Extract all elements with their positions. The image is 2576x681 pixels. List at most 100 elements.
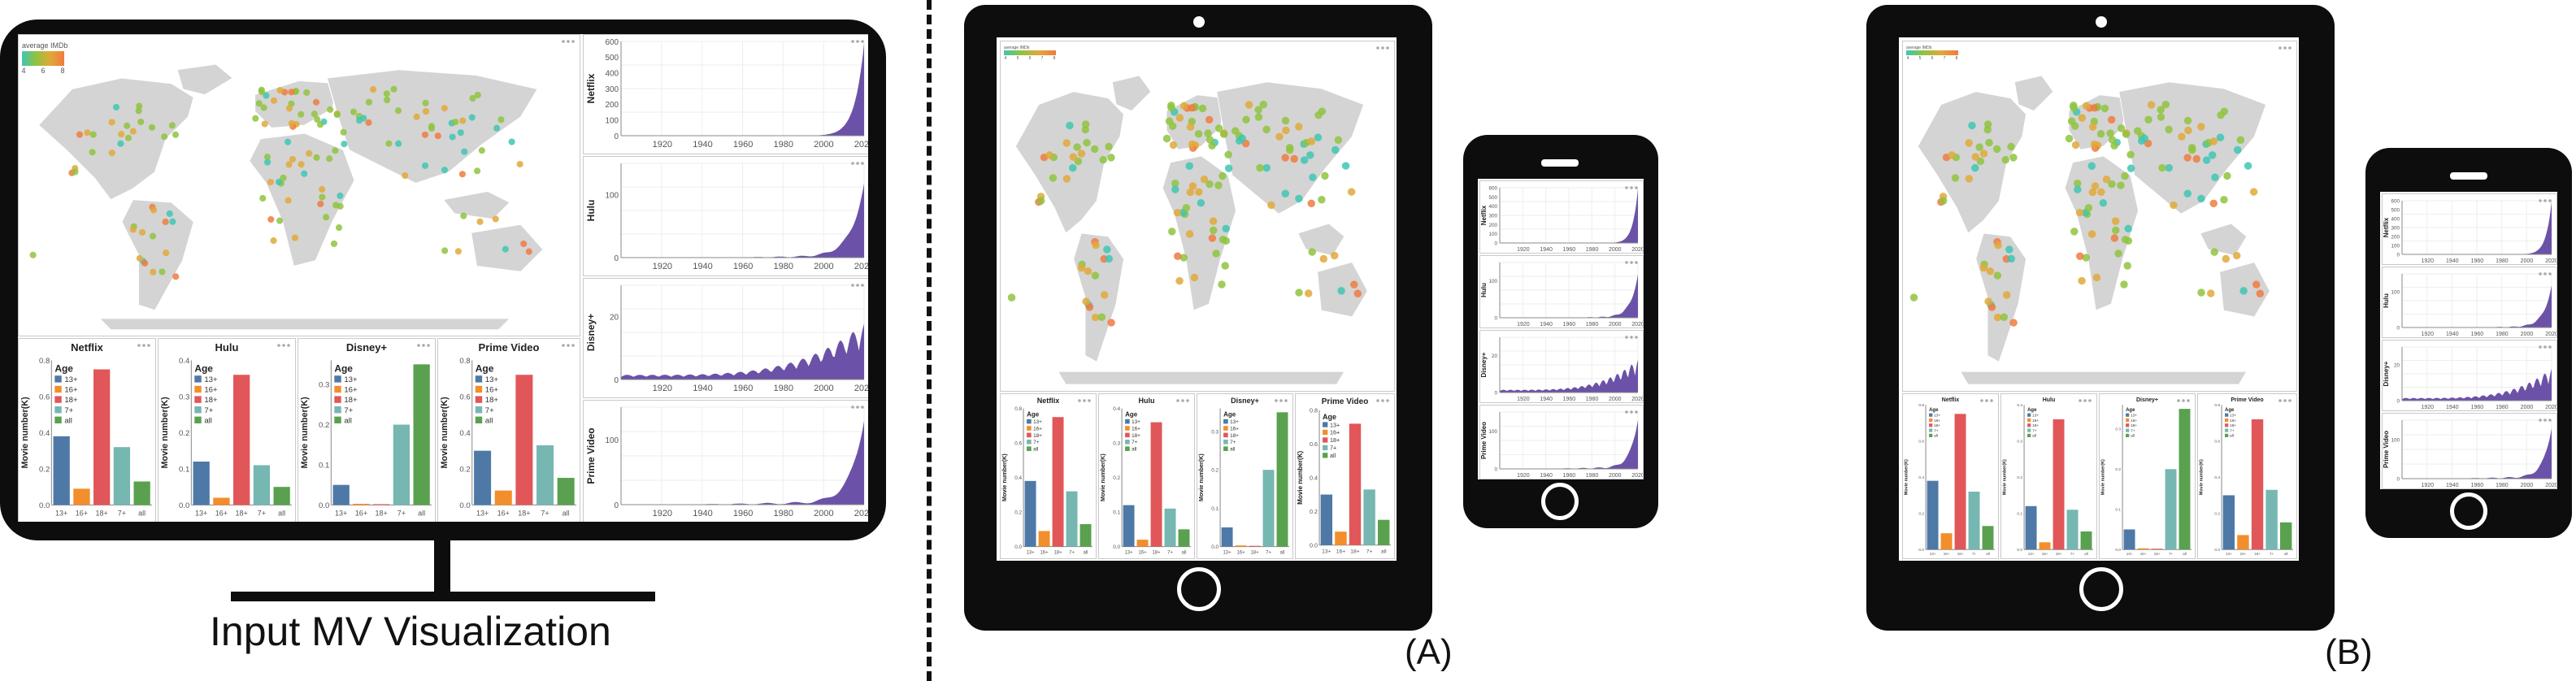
map-point[interactable] [2009, 319, 2018, 327]
map-point[interactable] [2099, 199, 2108, 207]
map-point[interactable] [2084, 203, 2093, 212]
map-point[interactable] [1036, 197, 1045, 205]
bar-all[interactable] [1178, 529, 1190, 547]
map-point[interactable] [1171, 179, 1179, 188]
bar-13+[interactable] [474, 450, 492, 505]
map-point[interactable] [1986, 267, 1995, 275]
map-point[interactable] [1167, 103, 1175, 112]
map-point[interactable] [2007, 142, 2015, 151]
map-point[interactable] [2183, 189, 2192, 198]
bar-all[interactable] [1377, 519, 1390, 545]
map-point[interactable] [340, 128, 347, 136]
more-dots-icon[interactable] [1630, 261, 1633, 264]
map-point[interactable] [285, 105, 293, 112]
map-point[interactable] [1188, 182, 1197, 190]
more-dots-icon[interactable] [1625, 261, 1628, 264]
map-point[interactable] [1190, 273, 1199, 282]
map-point[interactable] [2202, 156, 2211, 164]
map-point[interactable] [2082, 102, 2091, 110]
map-point[interactable] [1045, 151, 1053, 159]
more-dots-icon[interactable] [1275, 399, 1278, 402]
more-dots-icon[interactable] [1635, 186, 1638, 189]
map-point[interactable] [2121, 171, 2129, 180]
bar-18+[interactable] [1249, 545, 1261, 547]
map-point[interactable] [502, 245, 509, 253]
more-dots-icon[interactable] [1625, 336, 1628, 339]
more-dots-icon[interactable] [1386, 46, 1389, 50]
bar-16+[interactable] [2237, 535, 2249, 550]
map-point[interactable] [2236, 136, 2245, 144]
map-point[interactable] [264, 158, 272, 166]
map-point[interactable] [316, 121, 324, 128]
more-dots-icon[interactable] [1985, 399, 1988, 402]
bar-18+[interactable] [1150, 422, 1162, 547]
bar-18+[interactable] [2053, 419, 2065, 550]
more-dots-icon[interactable] [1625, 186, 1628, 189]
map-point[interactable] [2110, 141, 2118, 150]
more-dots-icon[interactable] [2539, 419, 2542, 422]
map-point[interactable] [1069, 163, 1077, 172]
map-point[interactable] [330, 240, 338, 247]
more-dots-icon[interactable] [282, 344, 285, 347]
map-point[interactable] [1975, 143, 1983, 151]
map-point[interactable] [1304, 289, 1313, 297]
more-dots-icon[interactable] [1630, 410, 1633, 414]
map-point[interactable] [2197, 288, 2205, 297]
map-point[interactable] [135, 107, 142, 115]
area-series-3[interactable] [1500, 419, 1638, 469]
map-point[interactable] [172, 131, 180, 138]
bar-18+[interactable] [93, 369, 111, 505]
map-point[interactable] [474, 91, 481, 99]
map-point[interactable] [163, 249, 170, 257]
more-dots-icon[interactable] [567, 40, 570, 43]
map-point[interactable] [258, 88, 265, 96]
more-dots-icon[interactable] [2543, 272, 2547, 275]
map-point[interactable] [1069, 153, 1078, 161]
map-point[interactable] [1100, 291, 1109, 299]
home-button-icon[interactable] [2079, 567, 2123, 611]
bar-all[interactable] [273, 487, 290, 505]
map-point[interactable] [1245, 101, 1253, 109]
map-point[interactable] [428, 124, 436, 132]
map-point[interactable] [1318, 107, 1327, 115]
bar-18+[interactable] [1052, 417, 1064, 547]
map-point[interactable] [2197, 194, 2205, 203]
more-dots-icon[interactable] [851, 284, 854, 287]
more-dots-icon[interactable] [142, 344, 146, 347]
map-point[interactable] [1195, 188, 1203, 197]
bar-16+[interactable] [1335, 531, 1347, 545]
map-point[interactable] [1331, 145, 1340, 154]
map-point[interactable] [385, 140, 393, 147]
map-point[interactable] [1107, 319, 1115, 327]
map-point[interactable] [1939, 197, 1948, 205]
bar-18+[interactable] [233, 375, 250, 505]
map-point[interactable] [1092, 241, 1100, 249]
map-point[interactable] [2147, 101, 2156, 109]
map-point[interactable] [1353, 289, 1362, 297]
map-point[interactable] [312, 98, 320, 106]
map-point[interactable] [168, 122, 176, 129]
map-point[interactable] [117, 140, 124, 147]
map-point[interactable] [1174, 252, 1182, 260]
map-point[interactable] [2232, 251, 2241, 260]
bar-7+[interactable] [2165, 469, 2177, 550]
bar-7+[interactable] [393, 424, 411, 505]
map-point[interactable] [2120, 280, 2128, 288]
map-point[interactable] [1286, 146, 1294, 154]
map-point[interactable] [1168, 228, 1176, 236]
map-point[interactable] [525, 248, 532, 255]
map-point[interactable] [2158, 163, 2166, 172]
map-point[interactable] [2126, 164, 2135, 172]
map-point[interactable] [337, 202, 344, 210]
map-point[interactable] [332, 147, 339, 154]
map-point[interactable] [2256, 289, 2265, 297]
map-point[interactable] [1979, 263, 1988, 272]
map-point[interactable] [1179, 102, 1188, 110]
bar-13+[interactable] [1320, 494, 1333, 545]
more-dots-icon[interactable] [1078, 399, 1081, 402]
more-dots-icon[interactable] [1635, 261, 1638, 264]
map-point[interactable] [2244, 162, 2252, 170]
more-dots-icon[interactable] [851, 406, 854, 409]
map-point[interactable] [1948, 151, 1956, 159]
map-point[interactable] [1208, 234, 1217, 242]
